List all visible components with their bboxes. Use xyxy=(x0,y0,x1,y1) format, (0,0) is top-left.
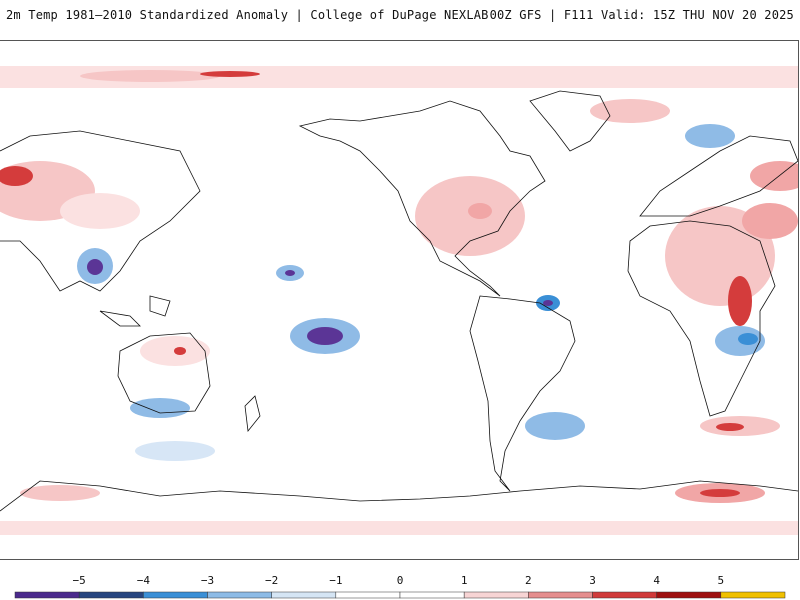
colorbar-segment xyxy=(528,591,593,599)
map-frame xyxy=(0,40,799,560)
colorbar-segment xyxy=(207,591,272,599)
colorbar-segment xyxy=(720,591,786,599)
europe-cool-anomaly xyxy=(685,124,735,148)
colorbar-segment xyxy=(656,591,722,599)
colorbar-tick-label: −3 xyxy=(200,574,215,587)
colorbar-tick-label: 2 xyxy=(525,574,532,587)
colorbar-segment xyxy=(143,591,208,599)
colorbar-segment xyxy=(592,591,657,599)
arctic-warm-band xyxy=(0,66,798,88)
map-title: 2m Temp 1981–2010 Standardized Anomaly |… xyxy=(6,8,489,22)
colorbar-tick-label: 4 xyxy=(653,574,660,587)
colorbar-tick-label: −1 xyxy=(329,574,343,587)
colorbar-tick-label: 0 xyxy=(396,574,404,587)
anomaly-map xyxy=(0,66,798,535)
greenland-outline xyxy=(529,90,611,152)
north-america-outline xyxy=(298,100,546,297)
colorbar-tick-label: −5 xyxy=(72,574,86,587)
europe-outline xyxy=(639,135,798,217)
coastlines xyxy=(0,90,798,512)
colorbar-segment xyxy=(14,591,80,599)
anomaly-shading xyxy=(0,66,798,535)
colorbar-segment xyxy=(399,591,465,599)
colorbar-segment xyxy=(335,591,401,599)
colorbar-tick-label: 5 xyxy=(717,574,725,587)
colorbar-tick-label: 3 xyxy=(589,574,596,587)
new-zealand-outline xyxy=(244,395,261,432)
colorbar: −5 −4 −3 −2 −1 0 1 2 3 4 5 xyxy=(0,566,800,600)
colorbar-scale xyxy=(14,591,786,599)
africa-outline xyxy=(627,220,776,417)
colorbar-tick-label: 1 xyxy=(460,574,468,587)
colorbar-tick-label: −4 xyxy=(136,574,150,587)
asia-outline xyxy=(0,130,201,292)
header: 2m Temp 1981–2010 Standardized Anomaly |… xyxy=(0,0,800,40)
model-run-info: 00Z GFS | F111 Valid: 15Z THU NOV 20 202… xyxy=(489,8,794,22)
colorbar-segment xyxy=(271,591,337,599)
north-america-warm xyxy=(415,176,525,256)
antarctic-warm-band xyxy=(0,521,798,535)
colorbar-segment xyxy=(463,591,529,599)
colorbar-tick-label: −2 xyxy=(265,574,279,587)
antarctica-outline xyxy=(0,480,798,512)
colorbar-segment xyxy=(78,591,144,599)
australia-outline xyxy=(117,332,211,414)
south-america-outline xyxy=(469,295,576,492)
